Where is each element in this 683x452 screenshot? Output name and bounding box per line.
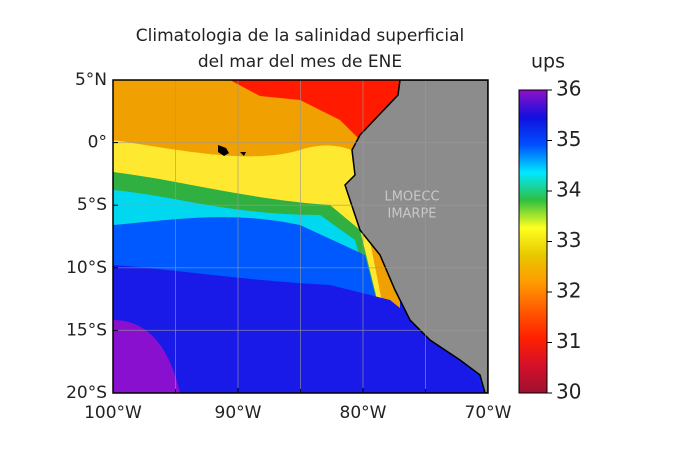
title-line: del mar del mes de ENE	[198, 52, 402, 72]
y-tick-label: 0°	[88, 133, 107, 153]
colorbar-tick-label: 33	[556, 228, 581, 252]
title-line: Climatologia de la salinidad superficial	[136, 26, 464, 46]
y-tick-label: 20°S	[66, 383, 107, 403]
x-tick-label: 100°W	[84, 403, 142, 423]
watermark: LMOECC	[384, 190, 439, 205]
colorbar-label: ups	[531, 51, 565, 73]
colorbar	[518, 89, 548, 394]
y-tick-label: 10°S	[66, 258, 107, 278]
x-tick-label: 80°W	[340, 403, 387, 423]
colorbar-tick-label: 32	[556, 279, 581, 303]
x-tick-label: 70°W	[465, 403, 512, 423]
y-tick-label: 15°S	[66, 320, 107, 340]
watermark: IMARPE	[387, 207, 436, 222]
x-tick-label: 90°W	[215, 403, 262, 423]
y-tick-label: 5°N	[75, 70, 107, 90]
y-tick-label: 5°S	[77, 195, 107, 215]
colorbar-tick-label: 35	[556, 127, 581, 151]
colorbar-tick-label: 31	[556, 329, 581, 353]
colorbar-tick-label: 30	[556, 380, 581, 404]
colorbar-tick-label: 36	[556, 77, 581, 101]
colorbar-tick-label: 34	[556, 178, 581, 202]
